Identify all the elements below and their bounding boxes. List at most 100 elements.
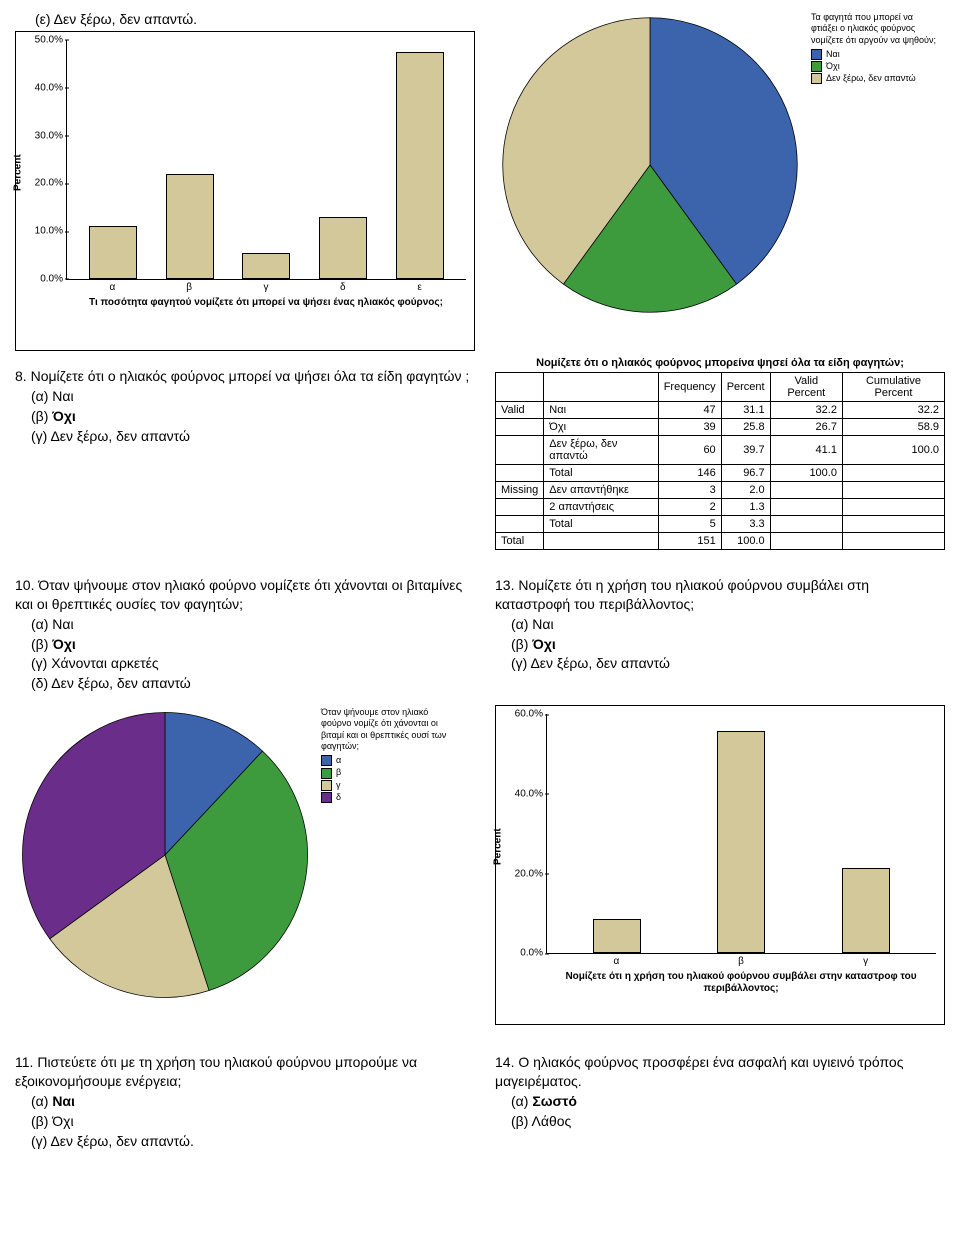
table-cell (770, 481, 842, 498)
table-cell: 32.2 (842, 401, 944, 418)
q11-option: (β) Όχι (31, 1112, 475, 1131)
table-cell: 2 απαντήσεις (544, 498, 658, 515)
x-tick: γ (242, 282, 290, 293)
table-cell (496, 418, 544, 435)
bar1-ylabel: Percent (13, 154, 24, 191)
table-cell (496, 515, 544, 532)
legend-item: Δεν ξέρω, δεν απαντώ (811, 73, 941, 84)
table-header: Valid Percent (770, 372, 842, 401)
question-11: 11. Πιστεύετε ότι με τη χρήση του ηλιακο… (15, 1053, 475, 1150)
table-row: Δεν ξέρω, δεν απαντώ6039.741.1100.0 (496, 435, 945, 464)
legend-label: Δεν ξέρω, δεν απαντώ (826, 73, 916, 84)
table-cell (496, 435, 544, 464)
table-cell (770, 515, 842, 532)
x-tick: α (592, 956, 640, 967)
x-tick: β (165, 282, 213, 293)
bar-chart-q13: Percent 0.0%20.0%40.0%60.0% αβγ Νομίζετε… (495, 705, 945, 1025)
legend-swatch (321, 792, 332, 803)
q13-option: (α) Ναι (511, 615, 945, 634)
table-cell: 100.0 (842, 435, 944, 464)
table-cell: Ναι (544, 401, 658, 418)
q10-num: 10. (15, 577, 34, 593)
q8-num: 8. (15, 368, 27, 384)
table-cell: 3.3 (721, 515, 770, 532)
question-14: 14. Ο ηλιακός φούρνος προσφέρει ένα ασφα… (495, 1053, 945, 1131)
table-cell: Όχι (544, 418, 658, 435)
pie-chart-2: Όταν ψήνουμε στον ηλιακό φούρνο νομίζε ό… (15, 705, 475, 1005)
legend-item: δ (321, 792, 451, 803)
pie1-svg (495, 10, 805, 320)
pie2-legend-title: Όταν ψήνουμε στον ηλιακό φούρνο νομίζε ό… (321, 707, 451, 752)
q14-text: Ο ηλιακός φούρνος προσφέρει ένα ασφαλή κ… (495, 1054, 903, 1089)
y-tick: 20.0% (503, 868, 543, 879)
table-header (544, 372, 658, 401)
pie-chart-1: Τα φαγητά που μπορεί να φτιάξει ο ηλιακό… (495, 10, 945, 320)
y-tick: 50.0% (23, 34, 63, 45)
table-cell: Valid (496, 401, 544, 418)
table-cell: Total (496, 532, 544, 549)
table-cell: 2 (658, 498, 721, 515)
q10-option: (β) Όχι (31, 635, 475, 654)
table-cell: 39.7 (721, 435, 770, 464)
q11-option: (γ) Δεν ξέρω, δεν απαντώ. (31, 1132, 475, 1151)
table-cell: 32.2 (770, 401, 842, 418)
table-cell (842, 532, 944, 549)
q8-option: (β) Όχι (31, 407, 475, 426)
table-cell (842, 464, 944, 481)
bar2-xtitle: Νομίζετε ότι η χρήση του ηλιακού φούρνου… (546, 971, 936, 995)
y-tick: 40.0% (23, 82, 63, 93)
question-8: 8. Νομίζετε ότι ο ηλιακός φούρνος μπορεί… (15, 367, 475, 446)
table-cell (842, 481, 944, 498)
table-header: Frequency (658, 372, 721, 401)
x-tick: γ (842, 956, 890, 967)
q14-option: (β) Λάθος (511, 1112, 945, 1131)
table-cell (770, 498, 842, 515)
table-cell: 39 (658, 418, 721, 435)
q-epsilon-option: (ε) Δεν ξέρω, δεν απαντώ. (35, 10, 475, 29)
y-tick: 60.0% (503, 709, 543, 720)
table-cell (842, 498, 944, 515)
y-tick: 30.0% (23, 130, 63, 141)
table-cell: 58.9 (842, 418, 944, 435)
table-cell: 146 (658, 464, 721, 481)
x-tick: δ (319, 282, 367, 293)
table-cell: 31.1 (721, 401, 770, 418)
table-cell: 96.7 (721, 464, 770, 481)
table-header: Percent (721, 372, 770, 401)
legend-label: γ (336, 780, 341, 791)
legend-label: δ (336, 792, 341, 803)
q14-num: 14. (495, 1054, 514, 1070)
q10-text: Όταν ψήνουμε στον ηλιακό φούρνο νομίζετε… (15, 577, 462, 612)
bar (842, 868, 890, 953)
y-tick: 10.0% (23, 226, 63, 237)
pie2-legend: Όταν ψήνουμε στον ηλιακό φούρνο νομίζε ό… (321, 707, 451, 804)
table-cell: Total (544, 464, 658, 481)
q13-option: (β) Όχι (511, 635, 945, 654)
bar (89, 226, 137, 279)
legend-label: Ναι (826, 49, 840, 60)
bar (593, 919, 641, 953)
q10-option: (δ) Δεν ξέρω, δεν απαντώ (31, 674, 475, 693)
legend-item: β (321, 767, 451, 778)
table-cell: Total (544, 515, 658, 532)
table-cell: 100.0 (721, 532, 770, 549)
question-13: 13. Νομίζετε ότι η χρήση του ηλιακού φού… (495, 576, 945, 673)
table-cell: 3 (658, 481, 721, 498)
table-row: Total14696.7100.0 (496, 464, 945, 481)
table-cell: Δεν απαντήθηκε (544, 481, 658, 498)
table-cell: 151 (658, 532, 721, 549)
bar (242, 253, 290, 279)
legend-swatch (811, 73, 822, 84)
table-cell: 5 (658, 515, 721, 532)
q14-option: (α) Σωστό (511, 1092, 945, 1111)
table-cell: 26.7 (770, 418, 842, 435)
table-cell: 47 (658, 401, 721, 418)
legend-label: α (336, 755, 341, 766)
table-cell (842, 515, 944, 532)
table-row: 2 απαντήσεις21.3 (496, 498, 945, 515)
table-cell: 41.1 (770, 435, 842, 464)
table-row: Όχι3925.826.758.9 (496, 418, 945, 435)
table-cell: Δεν ξέρω, δεν απαντώ (544, 435, 658, 464)
question-10: 10. Όταν ψήνουμε στον ηλιακό φούρνο νομί… (15, 576, 475, 693)
legend-swatch (811, 61, 822, 72)
